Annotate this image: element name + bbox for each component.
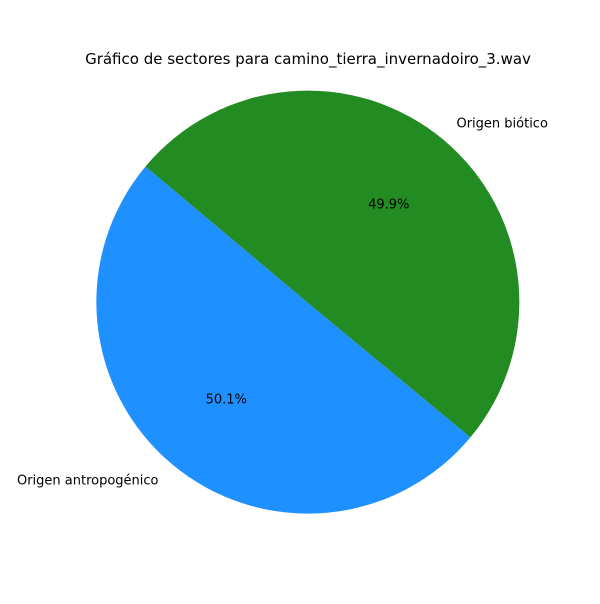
slice-label-1: Origen biótico [456,116,547,131]
slice-percent-label-0: 50.1% [206,392,247,407]
chart-title: Gráfico de sectores para camino_tierra_i… [85,50,531,69]
slice-label-0: Origen antropogénico [17,474,159,489]
pie-slice-1 [145,90,520,438]
pie-slice-0 [96,166,471,514]
pie-labels: Origen antropogénico 50.1% Origen biótico 4… [17,116,548,488]
pie-slices [96,90,520,514]
slice-percent-label-1: 49.9% [368,198,409,213]
